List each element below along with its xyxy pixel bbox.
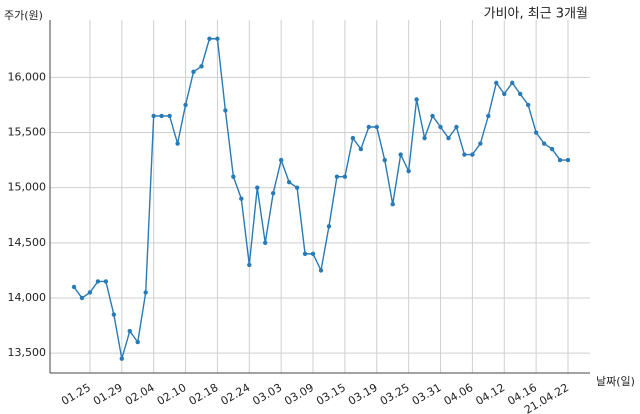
point — [470, 152, 475, 157]
point — [374, 124, 379, 130]
point — [127, 328, 132, 334]
point — [270, 190, 276, 196]
point — [71, 284, 77, 290]
x-tick-label: 03.25 — [378, 381, 412, 408]
x-tick-label: 04.06 — [442, 381, 476, 408]
point — [549, 146, 555, 152]
point — [446, 135, 451, 141]
x-tick-label: 03.15 — [314, 381, 348, 408]
y-tick-label: 16,000 — [8, 70, 47, 83]
x-tick-label: 02.18 — [187, 381, 221, 408]
x-tick-label: 03.19 — [346, 381, 380, 408]
x-tick-label: 03.03 — [250, 381, 284, 408]
point — [422, 135, 427, 141]
point — [151, 113, 156, 119]
point — [103, 279, 109, 284]
point — [223, 108, 228, 113]
point — [294, 185, 300, 190]
point — [366, 124, 372, 130]
point — [414, 97, 419, 102]
point — [191, 69, 196, 75]
point — [167, 113, 172, 119]
point — [406, 168, 411, 174]
point — [525, 102, 531, 108]
point — [478, 141, 483, 146]
x-tick-label: 01.29 — [91, 381, 125, 408]
point — [79, 295, 85, 301]
point — [382, 157, 387, 163]
point — [310, 251, 316, 257]
y-axis-label: 주가(원) — [4, 9, 43, 22]
point — [533, 130, 539, 135]
point — [247, 262, 252, 268]
point — [119, 356, 125, 361]
y-tick-label: 15,500 — [8, 126, 47, 139]
point — [334, 174, 340, 179]
x-axis-label: 날짜(일) — [596, 374, 635, 388]
point — [215, 36, 220, 41]
point — [494, 80, 499, 86]
point — [342, 174, 348, 179]
point — [159, 113, 164, 119]
point — [183, 102, 188, 108]
x-tick-label: 01.25 — [59, 381, 93, 408]
point — [541, 141, 547, 146]
point — [454, 124, 459, 130]
point — [318, 268, 324, 273]
x-tick-label: 04.12 — [473, 381, 507, 408]
point — [231, 174, 236, 179]
point — [398, 152, 403, 157]
y-tick-label: 14,500 — [8, 236, 47, 249]
chart-title: 가비아, 최근 3개월 — [484, 7, 588, 22]
point — [95, 279, 101, 284]
x-tick-label: 02.10 — [155, 381, 189, 408]
point — [517, 91, 523, 97]
line — [73, 38, 568, 359]
point — [286, 179, 292, 185]
point — [326, 224, 332, 229]
x-tick-label: 02.24 — [219, 381, 253, 408]
point — [111, 312, 117, 317]
point — [390, 202, 395, 207]
point — [239, 196, 244, 201]
point — [557, 157, 563, 163]
point — [502, 91, 507, 97]
y-tick-label: 13,500 — [8, 346, 47, 359]
point — [278, 157, 284, 163]
y-tick-label: 15,000 — [8, 181, 47, 194]
point — [135, 339, 140, 345]
point — [255, 185, 260, 190]
point — [263, 240, 268, 246]
point — [565, 157, 571, 163]
point — [486, 113, 491, 119]
point — [438, 124, 443, 130]
point — [302, 251, 308, 257]
point — [358, 146, 364, 152]
point — [143, 290, 148, 295]
point — [87, 290, 93, 295]
point — [430, 113, 435, 119]
x-tick-label: 03.31 — [410, 381, 444, 408]
point — [199, 64, 204, 69]
x-tick-label: 02.04 — [123, 381, 157, 408]
point — [462, 152, 467, 157]
point — [175, 141, 180, 146]
x-tick-label: 03.09 — [282, 381, 316, 408]
point — [350, 135, 356, 141]
y-tick-label: 14,000 — [8, 291, 47, 304]
point — [510, 80, 515, 86]
point — [207, 36, 212, 41]
